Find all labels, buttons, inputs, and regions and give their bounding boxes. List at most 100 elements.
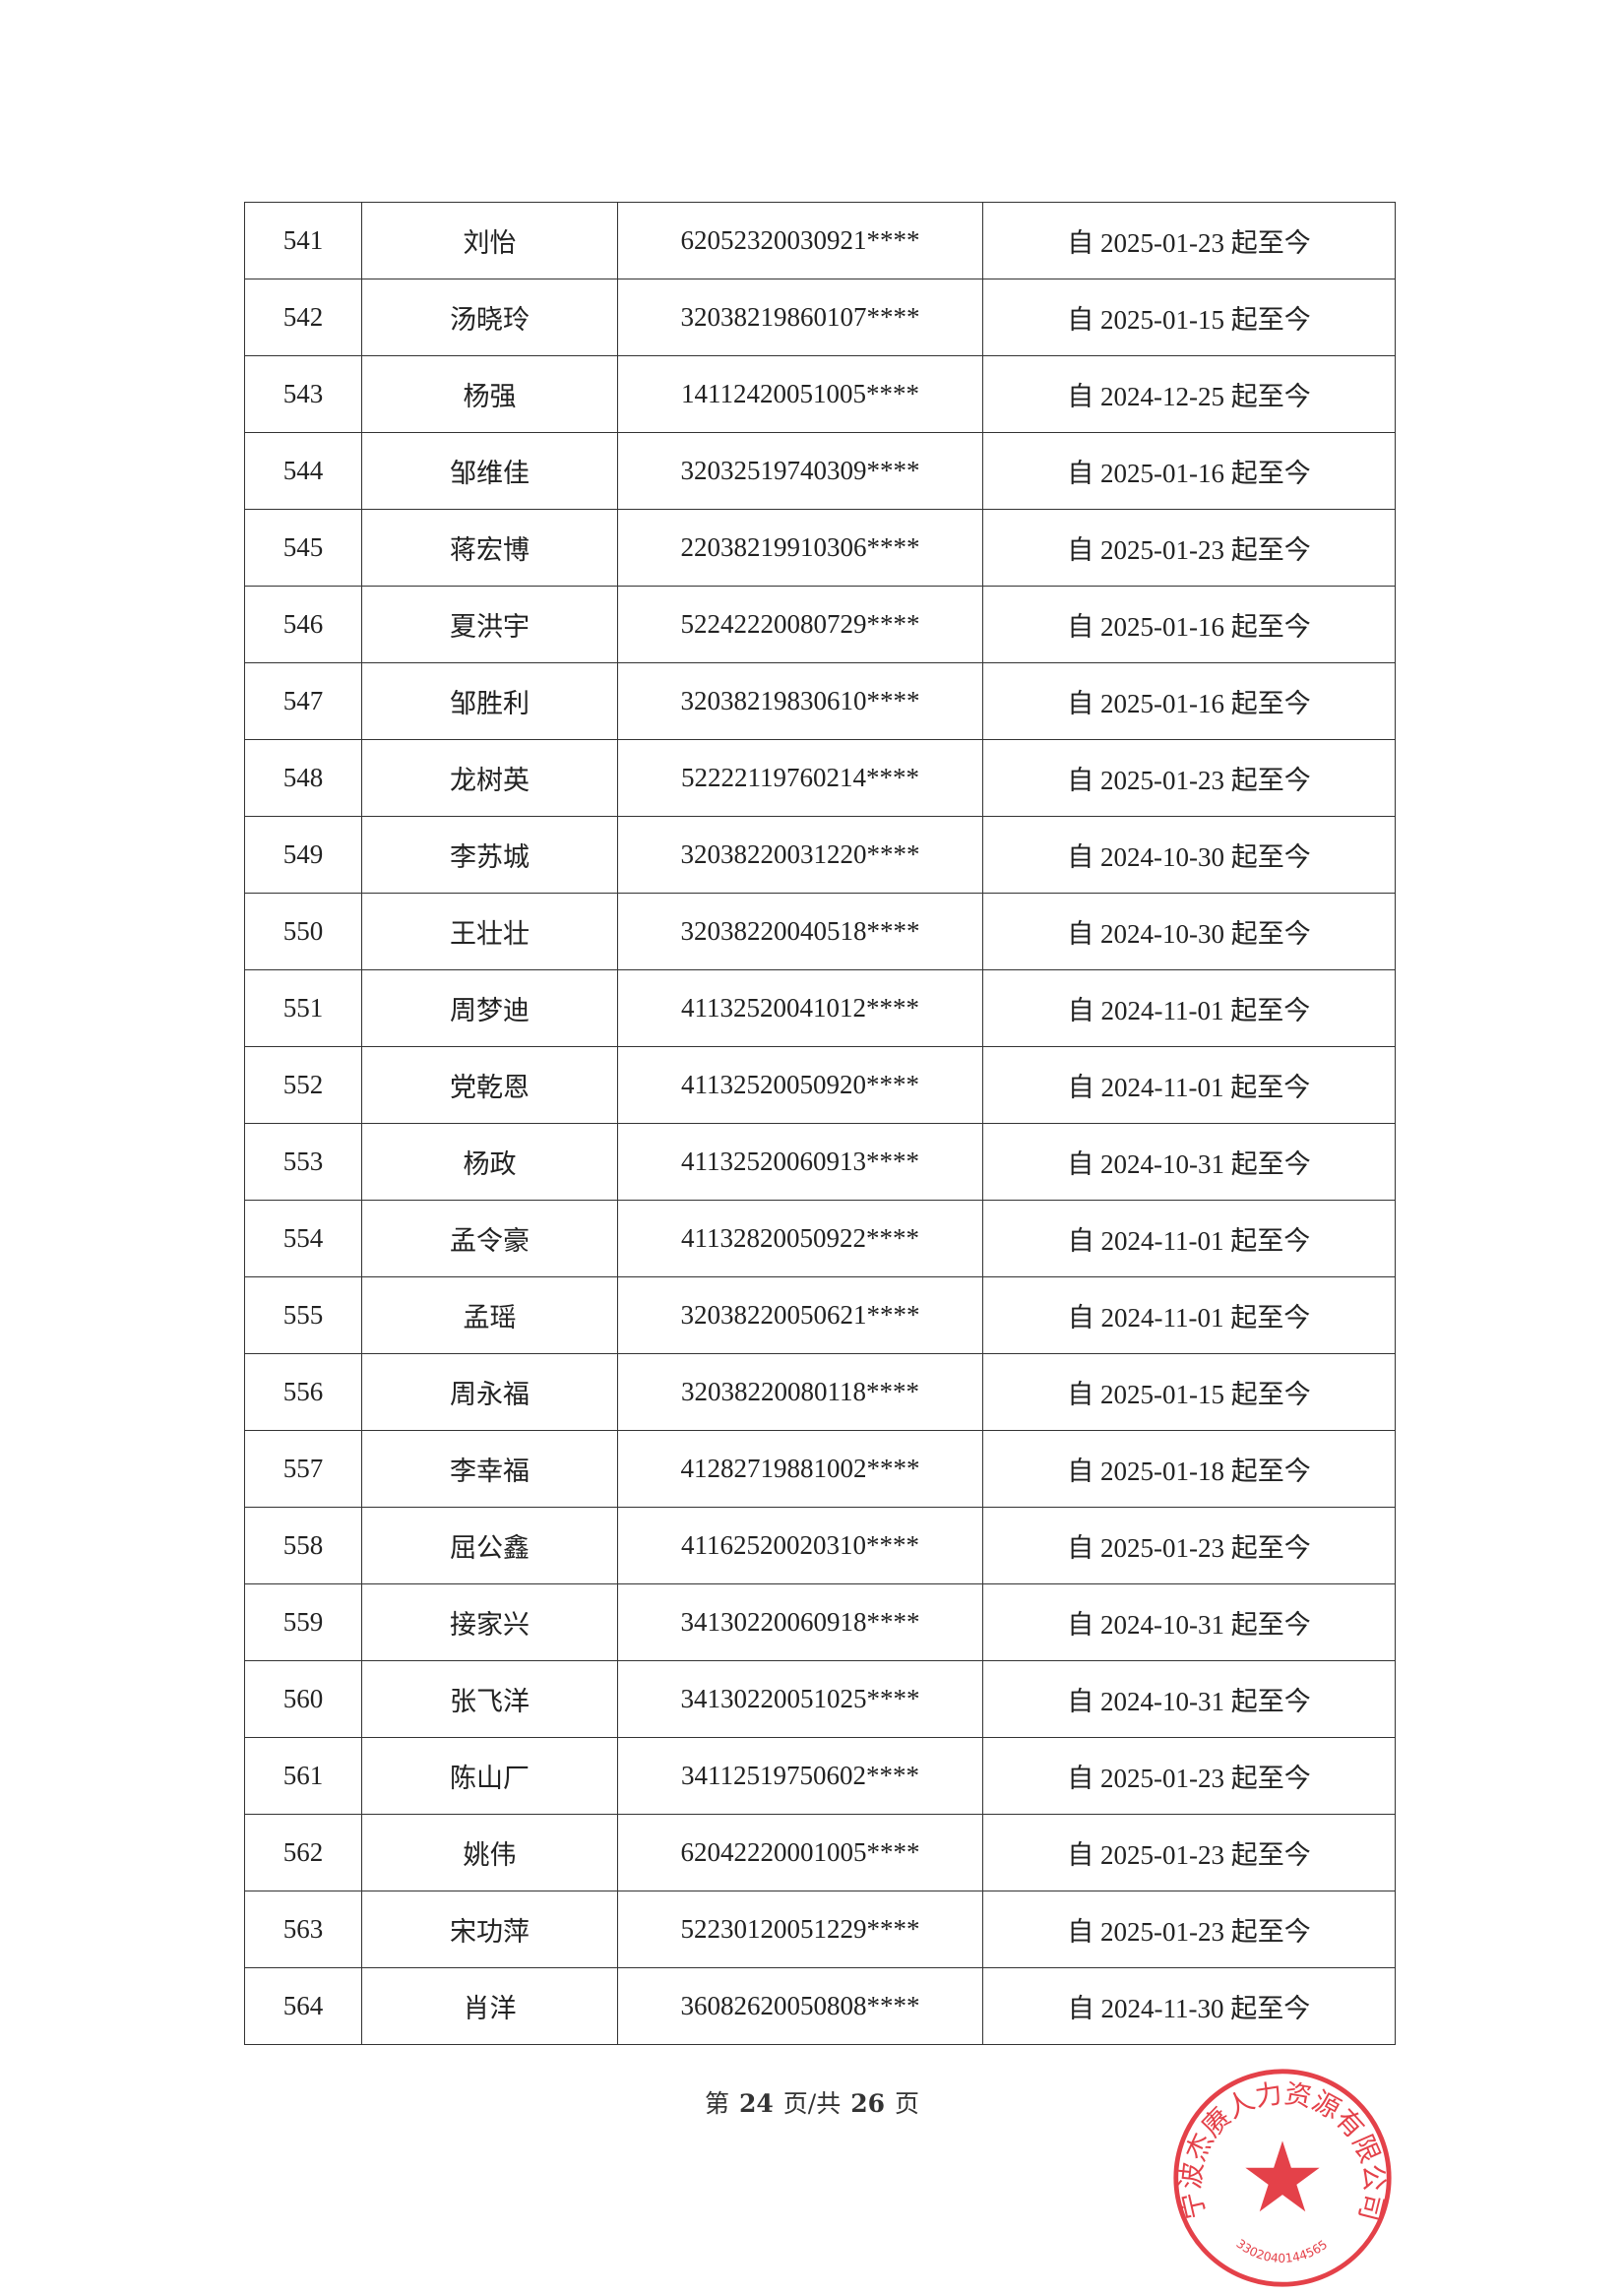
person-name: 杨强 <box>361 355 618 433</box>
table-row: 543 杨强 14112420051005**** 自 2024-12-25 起至今 <box>244 355 1396 433</box>
table-row: 558 屈公鑫 41162520020310**** 自 2025-01-23 起至今 <box>244 1507 1396 1584</box>
employment-period: 自 2024-11-01 起至今 <box>982 1276 1396 1354</box>
employment-period: 自 2025-01-23 起至今 <box>982 1891 1396 1968</box>
person-name: 党乾恩 <box>361 1046 618 1124</box>
id-number: 32038220050621**** <box>617 1276 983 1354</box>
employment-period: 自 2024-11-01 起至今 <box>982 1046 1396 1124</box>
id-number: 32038219830610**** <box>617 662 983 740</box>
id-number: 41282719881002**** <box>617 1430 983 1508</box>
id-number: 14112420051005**** <box>617 355 983 433</box>
row-number: 543 <box>244 355 362 433</box>
table-row: 550 王壮壮 32038220040518**** 自 2024-10-30 起至今 <box>244 893 1396 970</box>
id-number: 52242220080729**** <box>617 586 983 663</box>
employment-period: 自 2025-01-23 起至今 <box>982 1814 1396 1891</box>
table-row: 557 李幸福 41282719881002**** 自 2025-01-18 起至今 <box>244 1430 1396 1508</box>
person-name: 王壮壮 <box>361 893 618 970</box>
id-number: 62042220001005**** <box>617 1814 983 1891</box>
person-name: 张飞洋 <box>361 1660 618 1738</box>
row-number: 542 <box>244 279 362 356</box>
person-name: 蒋宏博 <box>361 509 618 587</box>
id-number: 32038219860107**** <box>617 279 983 356</box>
row-number: 550 <box>244 893 362 970</box>
employment-period: 自 2025-01-18 起至今 <box>982 1430 1396 1508</box>
row-number: 563 <box>244 1891 362 1968</box>
id-number: 52222119760214**** <box>617 739 983 817</box>
person-name: 周永福 <box>361 1353 618 1431</box>
table-row: 545 蒋宏博 22038219910306**** 自 2025-01-23 起至今 <box>244 509 1396 587</box>
id-number: 22038219910306**** <box>617 509 983 587</box>
person-name: 孟瑶 <box>361 1276 618 1354</box>
person-name: 邹维佳 <box>361 432 618 510</box>
footer-middle: 页/共 <box>782 2089 842 2118</box>
employment-period: 自 2024-10-30 起至今 <box>982 816 1396 894</box>
table-row: 555 孟瑶 32038220050621**** 自 2024-11-01 起至今 <box>244 1276 1396 1354</box>
table-row: 541 刘怡 62052320030921**** 自 2025-01-23 起至今 <box>244 202 1396 279</box>
employment-period: 自 2025-01-15 起至今 <box>982 1353 1396 1431</box>
table-row: 546 夏洪宇 52242220080729**** 自 2025-01-16 起至今 <box>244 586 1396 663</box>
row-number: 549 <box>244 816 362 894</box>
row-number: 547 <box>244 662 362 740</box>
person-name: 李苏城 <box>361 816 618 894</box>
row-number: 564 <box>244 1967 362 2045</box>
id-number: 41162520020310**** <box>617 1507 983 1584</box>
seal-text: 宁波杰赓人力资源有限公司 <box>1176 2078 1390 2224</box>
employment-period: 自 2025-01-23 起至今 <box>982 202 1396 279</box>
footer-suffix: 页 <box>895 2089 920 2118</box>
seal-star-icon <box>1245 2140 1320 2212</box>
row-number: 556 <box>244 1353 362 1431</box>
person-name: 宋功萍 <box>361 1891 618 1968</box>
id-number: 41132520050920**** <box>617 1046 983 1124</box>
row-number: 562 <box>244 1814 362 1891</box>
id-number: 34130220051025**** <box>617 1660 983 1738</box>
employment-period: 自 2024-11-30 起至今 <box>982 1967 1396 2045</box>
person-name: 刘怡 <box>361 202 618 279</box>
person-name: 龙树英 <box>361 739 618 817</box>
seal-code: 3302040144565 <box>1233 2237 1330 2265</box>
row-number: 548 <box>244 739 362 817</box>
person-name: 周梦迪 <box>361 969 618 1047</box>
employment-period: 自 2025-01-16 起至今 <box>982 586 1396 663</box>
id-number: 34112519750602**** <box>617 1737 983 1815</box>
row-number: 552 <box>244 1046 362 1124</box>
id-number: 32038220031220**** <box>617 816 983 894</box>
employment-period: 自 2025-01-23 起至今 <box>982 1507 1396 1584</box>
table-row: 554 孟令豪 41132820050922**** 自 2024-11-01 起至今 <box>244 1200 1396 1277</box>
id-number: 34130220060918**** <box>617 1583 983 1661</box>
id-number: 32038220040518**** <box>617 893 983 970</box>
id-number: 62052320030921**** <box>617 202 983 279</box>
employment-period: 自 2025-01-23 起至今 <box>982 1737 1396 1815</box>
employment-period: 自 2025-01-23 起至今 <box>982 509 1396 587</box>
employment-period: 自 2024-10-31 起至今 <box>982 1660 1396 1738</box>
id-number: 32032519740309**** <box>617 432 983 510</box>
total-pages: 26 <box>850 2089 886 2118</box>
employment-period: 自 2024-11-01 起至今 <box>982 1200 1396 1277</box>
table-row: 560 张飞洋 34130220051025**** 自 2024-10-31 起至今 <box>244 1660 1396 1738</box>
employment-period: 自 2025-01-16 起至今 <box>982 662 1396 740</box>
row-number: 544 <box>244 432 362 510</box>
employment-period: 自 2024-11-01 起至今 <box>982 969 1396 1047</box>
row-number: 541 <box>244 202 362 279</box>
row-number: 557 <box>244 1430 362 1508</box>
row-number: 554 <box>244 1200 362 1277</box>
person-name: 屈公鑫 <box>361 1507 618 1584</box>
id-number: 36082620050808**** <box>617 1967 983 2045</box>
table-row: 544 邹维佳 32032519740309**** 自 2025-01-16 起至今 <box>244 432 1396 510</box>
table-row: 564 肖洋 36082620050808**** 自 2024-11-30 起至今 <box>244 1967 1396 2045</box>
employment-period: 自 2025-01-15 起至今 <box>982 279 1396 356</box>
table-row: 561 陈山厂 34112519750602**** 自 2025-01-23 起至今 <box>244 1737 1396 1815</box>
id-number: 41132520060913**** <box>617 1123 983 1201</box>
row-number: 551 <box>244 969 362 1047</box>
id-number: 52230120051229**** <box>617 1891 983 1968</box>
employment-period: 自 2024-10-30 起至今 <box>982 893 1396 970</box>
row-number: 558 <box>244 1507 362 1584</box>
company-seal-stamp: 宁波杰赓人力资源有限公司 3302040144565 <box>1173 2069 1392 2287</box>
personnel-table: 541 刘怡 62052320030921**** 自 2025-01-23 起至今 5… <box>244 202 1396 2045</box>
table-row: 551 周梦迪 41132520041012**** 自 2024-11-01 起至今 <box>244 969 1396 1047</box>
person-name: 李幸福 <box>361 1430 618 1508</box>
person-name: 邹胜利 <box>361 662 618 740</box>
person-name: 接家兴 <box>361 1583 618 1661</box>
table-row: 548 龙树英 52222119760214**** 自 2025-01-23 起至今 <box>244 739 1396 817</box>
table-row: 562 姚伟 62042220001005**** 自 2025-01-23 起至今 <box>244 1814 1396 1891</box>
employment-period: 自 2025-01-16 起至今 <box>982 432 1396 510</box>
id-number: 32038220080118**** <box>617 1353 983 1431</box>
